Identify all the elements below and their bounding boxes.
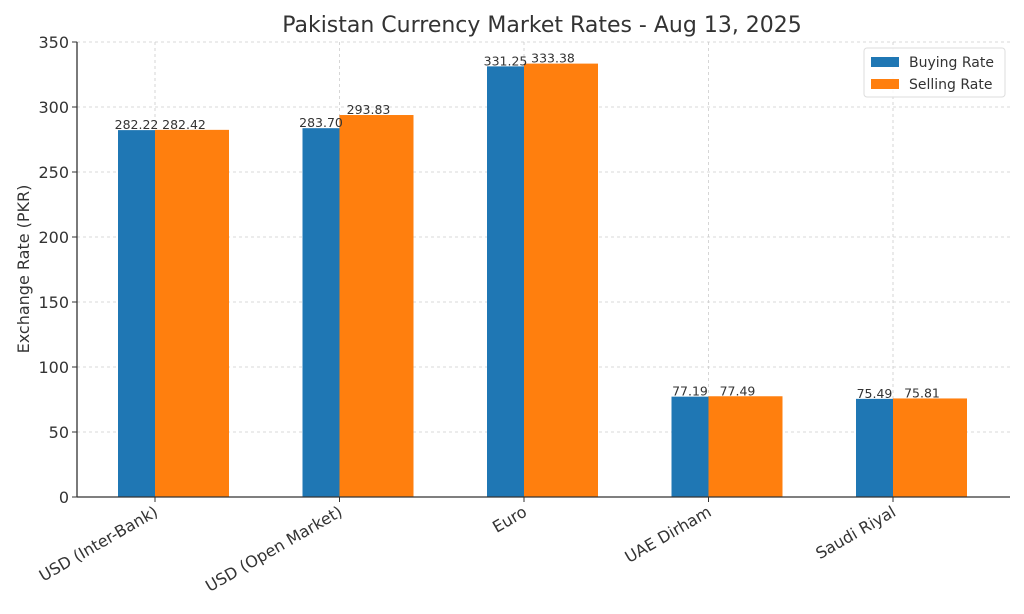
- bar-selling-rate: [893, 398, 967, 497]
- value-label-buying: 75.49: [857, 386, 893, 401]
- value-label-selling: 333.38: [531, 51, 575, 66]
- bar-buying-rate: [118, 130, 155, 497]
- x-tick-label: USD (Inter-Bank): [36, 502, 161, 585]
- y-tick-label: 0: [59, 488, 69, 507]
- legend-label: Selling Rate: [909, 77, 992, 93]
- y-tick-label: 350: [38, 33, 69, 52]
- bar-selling-rate: [524, 63, 598, 498]
- y-axis-ticks: 0 50 100 150 200 250 300 350: [38, 33, 77, 507]
- axes: [76, 42, 1010, 498]
- bars: [118, 63, 967, 498]
- bar-buying-rate: [856, 398, 893, 497]
- bar-selling-rate: [339, 115, 414, 498]
- value-label-selling: 75.81: [904, 385, 940, 400]
- value-label-selling: 77.49: [720, 383, 756, 398]
- legend-label: Buying Rate: [909, 55, 994, 71]
- chart-title: Pakistan Currency Market Rates - Aug 13,…: [282, 13, 802, 38]
- y-tick-label: 250: [38, 163, 69, 182]
- x-tick-label: USD (Open Market): [202, 502, 345, 596]
- y-tick-label: 100: [38, 358, 69, 377]
- y-axis-label: Exchange Rate (PKR): [14, 185, 33, 354]
- y-tick-label: 200: [38, 228, 69, 247]
- value-label-buying: 283.70: [299, 115, 343, 130]
- legend-box: [863, 47, 1006, 98]
- bar-selling-rate: [155, 129, 229, 497]
- x-tick-label: UAE Dirham: [621, 502, 714, 567]
- x-tick-label: Euro: [489, 502, 530, 537]
- legend-swatch: [871, 57, 899, 67]
- value-label-selling: 293.83: [347, 102, 391, 117]
- bar-buying-rate: [671, 396, 709, 497]
- bar-buying-rate: [302, 128, 340, 497]
- value-label-buying: 77.19: [672, 384, 708, 399]
- legend: Buying Rate Selling Rate: [863, 47, 1006, 98]
- y-tick-label: 300: [38, 98, 69, 117]
- y-tick-label: 50: [49, 423, 69, 442]
- value-label-buying: 282.22: [115, 117, 159, 132]
- bar-selling-rate: [708, 396, 783, 497]
- value-label-selling: 282.42: [162, 117, 206, 132]
- value-label-buying: 331.25: [484, 53, 528, 68]
- x-tick-label: Saudi Riyal: [812, 502, 899, 563]
- bar-buying-rate: [487, 66, 524, 497]
- legend-swatch: [871, 79, 899, 89]
- value-labels: 282.22 282.42 283.70 293.83 331.25 333.38 77.1…: [115, 51, 940, 401]
- y-tick-label: 150: [38, 293, 69, 312]
- x-axis-ticks: USD (Inter-Bank) USD (Open Market) Euro UAE…: [36, 497, 899, 596]
